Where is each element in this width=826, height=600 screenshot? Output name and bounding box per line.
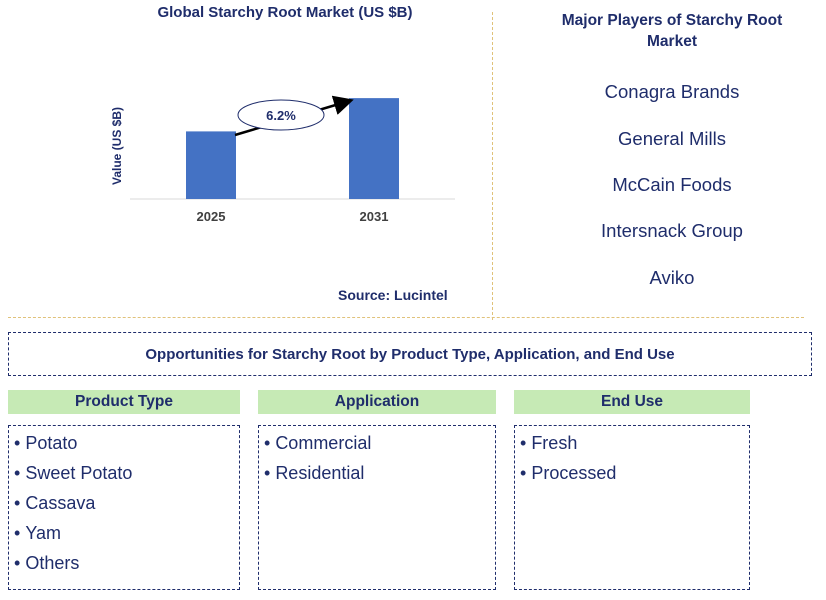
list-item: Cassava <box>14 488 239 518</box>
list-item: Sweet Potato <box>14 458 239 488</box>
application-header: Application <box>258 390 496 414</box>
application-list: Commercial Residential <box>258 425 496 590</box>
player-aviko: Aviko <box>649 267 695 288</box>
cagr-label: 6.2% <box>266 108 296 123</box>
list-item: Commercial <box>264 428 495 458</box>
x-tick-2031: 2031 <box>360 209 389 224</box>
application-header-label: Application <box>334 393 420 410</box>
player-mccain-foods: McCain Foods <box>612 174 732 195</box>
list-item: Processed <box>520 458 749 488</box>
cagr-ellipse <box>237 99 325 131</box>
bar-chart: Value (US $B) 2025 2031 6.2% <box>110 95 455 224</box>
player-general-mills: General Mills <box>618 128 726 149</box>
opportunities-title: Opportunities for Starchy Root by Produc… <box>145 345 675 363</box>
chart-title: Global Starchy Root Market (US $B) <box>157 4 413 21</box>
players-title: Major Players of Starchy Root Market <box>561 12 783 50</box>
list-item: Potato <box>14 428 239 458</box>
list-item: Others <box>14 548 239 578</box>
source-label: Source: Lucintel <box>338 287 448 303</box>
end-use-header: End Use <box>514 390 750 414</box>
product-type-header-label: Product Type <box>75 393 173 410</box>
player-intersnack-group: Intersnack Group <box>601 220 743 241</box>
x-tick-2025: 2025 <box>197 209 226 224</box>
list-item: Residential <box>264 458 495 488</box>
horizontal-divider <box>8 317 804 318</box>
list-item: Fresh <box>520 428 749 458</box>
product-type-header: Product Type <box>8 390 240 414</box>
bar-2025 <box>186 131 236 199</box>
list-item: Yam <box>14 518 239 548</box>
end-use-list: Fresh Processed <box>514 425 750 590</box>
vertical-divider <box>492 12 493 320</box>
player-conagra-brands: Conagra Brands <box>604 81 740 102</box>
bar-2031 <box>349 98 399 199</box>
opportunities-title-box: Opportunities for Starchy Root by Produc… <box>8 332 812 376</box>
y-axis-label: Value (US $B) <box>110 107 124 185</box>
end-use-header-label: End Use <box>600 393 663 410</box>
product-type-list: Potato Sweet Potato Cassava Yam Others <box>8 425 240 590</box>
